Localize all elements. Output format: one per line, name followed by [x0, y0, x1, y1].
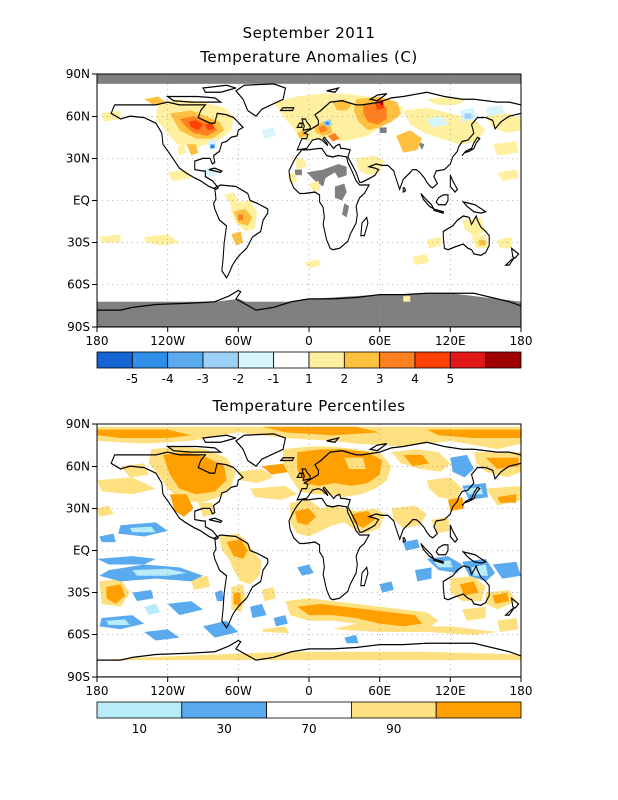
anomaly-legend-swatch: [308, 351, 345, 369]
anomaly-legend-label: -2: [232, 372, 244, 386]
anomaly-lon-0: 0: [305, 334, 313, 348]
anomaly-legend-swatch: [414, 351, 451, 369]
anomaly-legend-swatch: [379, 351, 416, 369]
percentile-legend-label: 10: [132, 722, 147, 736]
anomaly-legend-swatch: [485, 351, 522, 369]
percentile-lat-60s: 60S: [67, 628, 90, 642]
percentile-lat-90n: 90N: [66, 417, 90, 431]
percentile-lat-90s: 90S: [67, 670, 90, 684]
percentile-lon-60w: 60W: [225, 684, 252, 698]
percentile-legend-label: 30: [217, 722, 232, 736]
anomaly-legend-label: -5: [126, 372, 138, 386]
percentile-map-grid: [97, 424, 521, 677]
anomaly-lon-120e: 120E: [435, 334, 466, 348]
anomaly-legend-label: 3: [376, 372, 384, 386]
percentile-legend-swatch: [96, 701, 183, 719]
anomaly-legend-swatch: [202, 351, 239, 369]
anomaly-lon-60w: 60W: [225, 334, 252, 348]
anomaly-legend: -5 -4 -3 -2 -1 1 2 3 4 5: [96, 351, 522, 386]
percentile-lat-30n: 30N: [66, 502, 90, 516]
percentile-legend-swatch: [266, 701, 352, 719]
anomaly-lat-30n: 30N: [66, 152, 90, 166]
anomaly-map-field: [97, 74, 521, 327]
anomaly-lon-180e: 180: [510, 334, 533, 348]
percentile-legend-swatch: [350, 701, 437, 719]
percentile-legend-swatch: [181, 701, 268, 719]
anomaly-legend-swatch: [273, 351, 310, 369]
anomaly-legend-label: 5: [447, 372, 455, 386]
percentile-map-field: [97, 424, 521, 677]
percentile-legend-label: 70: [301, 722, 316, 736]
anomaly-lon-120w: 120W: [150, 334, 185, 348]
anomaly-legend-swatch: [96, 351, 133, 369]
anomaly-lon-60e: 60E: [368, 334, 391, 348]
percentile-map-title: Temperature Percentiles: [212, 397, 406, 415]
percentile-legend-swatch: [435, 701, 522, 719]
anomaly-legend-label: -3: [197, 372, 209, 386]
percentile-legend-label: 90: [386, 722, 401, 736]
anomaly-legend-swatch: [237, 351, 275, 369]
anomaly-legend-label: 4: [411, 372, 419, 386]
percentile-lon-120e: 120E: [435, 684, 466, 698]
anomaly-lat-90s: 90S: [67, 320, 90, 334]
percentile-lon-0: 0: [305, 684, 313, 698]
percentile-lon-180e: 180: [510, 684, 533, 698]
percentile-legend: 10 30 70 90: [96, 701, 522, 736]
anomaly-lat-60s: 60S: [67, 278, 90, 292]
percentile-map: 90N 60N 30N EQ 30S 60S 90S 180 120W 60W …: [66, 417, 533, 698]
anomaly-lon-180w: 180: [86, 334, 109, 348]
anomaly-legend-label: -4: [162, 372, 174, 386]
anomaly-lat-60n: 60N: [66, 110, 90, 124]
anomaly-legend-label: 2: [341, 372, 349, 386]
anomaly-legend-label: -1: [268, 372, 280, 386]
anomaly-legend-label: 1: [305, 372, 313, 386]
percentile-lon-60e: 60E: [368, 684, 391, 698]
anomaly-legend-swatch: [131, 351, 169, 369]
anomaly-map-title: Temperature Anomalies (C): [200, 48, 418, 66]
anomaly-map: 90N 60N 30N EQ 30S 60S 90S 180 120W 60W …: [66, 67, 533, 348]
percentile-lat-30s: 30S: [67, 586, 90, 600]
anomaly-lat-30s: 30S: [67, 236, 90, 250]
map-date-title: September 2011: [242, 24, 376, 42]
anomaly-legend-swatch: [167, 351, 204, 369]
percentile-lat-60n: 60N: [66, 460, 90, 474]
anomaly-legend-swatch: [449, 351, 487, 369]
anomaly-lat-90n: 90N: [66, 67, 90, 81]
anomaly-legend-swatch: [343, 351, 381, 369]
anomaly-lat-eq: EQ: [73, 194, 90, 208]
anomaly-map-grid: [97, 74, 521, 327]
percentile-lat-eq: EQ: [73, 544, 90, 558]
percentile-lon-180w: 180: [86, 684, 109, 698]
percentile-lon-120w: 120W: [150, 684, 185, 698]
